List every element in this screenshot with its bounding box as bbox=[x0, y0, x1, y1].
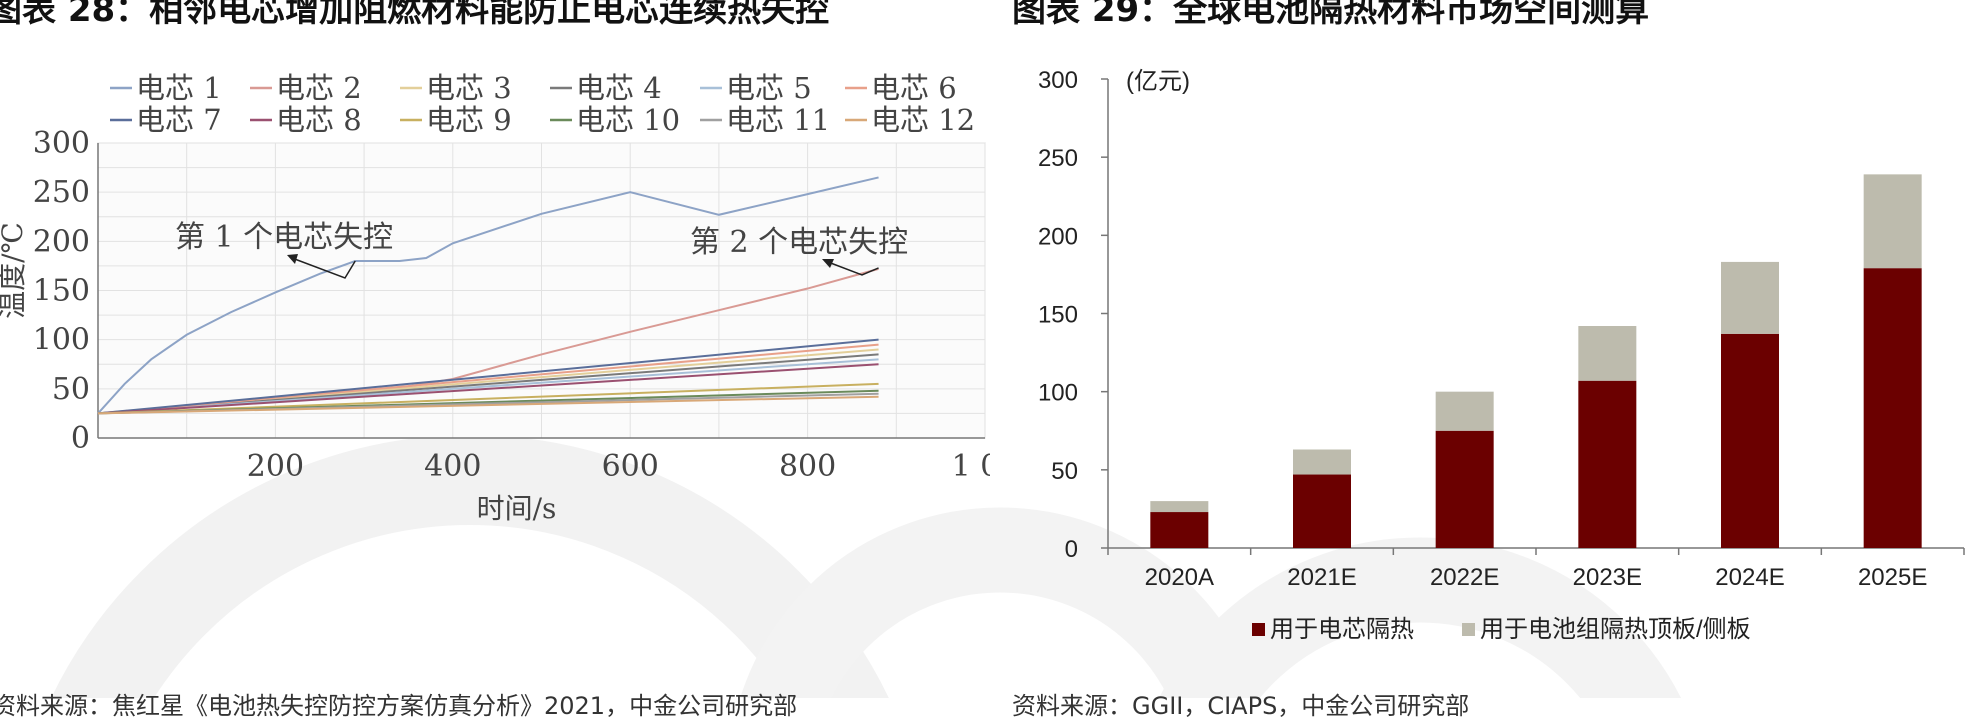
legend-label: 电芯 1 bbox=[136, 71, 222, 105]
bar-segment bbox=[1578, 326, 1637, 381]
y-tick-label: 50 bbox=[1051, 458, 1078, 485]
y-tick-label: 300 bbox=[33, 126, 90, 161]
x-tick-label: 1 00 bbox=[952, 449, 990, 484]
series-line bbox=[97, 338, 879, 415]
annotation-label: 第 2 个电芯失控 bbox=[690, 225, 908, 260]
watermark-logo bbox=[51, 435, 1681, 698]
left-figure-source: 资料来源：焦红星《电池热失控防控方案仿真分析》2021，中金公司研究部 bbox=[0, 692, 798, 720]
series-line bbox=[97, 382, 879, 415]
plot-grid bbox=[97, 142, 986, 439]
y-tick-label: 300 bbox=[1038, 67, 1078, 94]
y-tick-label: 250 bbox=[33, 175, 90, 210]
bar-segment bbox=[1578, 380, 1637, 548]
y-tick-label: 200 bbox=[1038, 223, 1078, 250]
line-legend: 电芯 1 电芯 2 电芯 3 电芯 4 电芯 5 电芯 6 电芯 7 电芯 8 电芯 9 电芯 1… bbox=[110, 71, 975, 137]
legend-label: 电芯 9 bbox=[426, 103, 512, 137]
bar-segment bbox=[1863, 268, 1922, 548]
series-line bbox=[97, 363, 879, 415]
series-line bbox=[97, 395, 879, 415]
x-tick-label: 800 bbox=[779, 449, 836, 484]
x-tick-label: 400 bbox=[424, 449, 481, 484]
annotation-arrowhead bbox=[822, 259, 834, 268]
annotation-pointer bbox=[827, 261, 879, 276]
legend-label: 电芯 4 bbox=[576, 71, 662, 105]
annotation-arrowhead bbox=[287, 254, 298, 264]
legend-label: 电芯 7 bbox=[136, 103, 222, 137]
right-figure-title: 图表 29：全球电池隔热材料市场空间测算 bbox=[1012, 0, 1650, 30]
y-tick-label: 150 bbox=[1038, 302, 1078, 329]
right-figure: 图表 29：全球电池隔热材料市场空间测算 0 50 100 150 200 250 300 2… bbox=[1000, 0, 1984, 720]
bar-segment bbox=[1435, 430, 1494, 548]
y-axis-title: 温度/℃ bbox=[0, 222, 29, 319]
legend-label: 电芯 10 bbox=[576, 103, 680, 137]
legend-label: 电芯 3 bbox=[426, 71, 512, 105]
y-tick-label: 200 bbox=[33, 224, 90, 259]
series-line bbox=[97, 176, 879, 415]
y-tick-label: 100 bbox=[33, 323, 90, 358]
x-tick-label: 2020A bbox=[1145, 564, 1214, 591]
legend-label: 电芯 6 bbox=[871, 71, 957, 105]
annotations: 第 1 个电芯失控 第 2 个电芯失控 bbox=[175, 220, 908, 279]
y-tick-label: 50 bbox=[52, 372, 90, 407]
y-tick-label: 150 bbox=[33, 274, 90, 309]
annotation-pointer bbox=[291, 257, 356, 279]
legend-label: 电芯 11 bbox=[726, 103, 830, 137]
legend-label: 电芯 12 bbox=[871, 103, 975, 137]
x-tick-label: 200 bbox=[247, 449, 304, 484]
legend-label: 电芯 2 bbox=[276, 71, 362, 105]
legend-swatch bbox=[1252, 623, 1265, 636]
bar-axes: 0 50 100 150 200 250 300 2020A 2021E 2022E 2023E 20… bbox=[1038, 67, 1965, 591]
legend-swatch bbox=[1462, 623, 1475, 636]
bar-segment bbox=[1721, 333, 1779, 548]
y-tick-label: 100 bbox=[1038, 380, 1078, 407]
series-lines bbox=[97, 176, 879, 415]
plot-axes: 0 50 100 150 200 250 300 200 400 600 800 1 00 时间/s 温度… bbox=[0, 126, 990, 525]
bar-segment bbox=[1150, 501, 1209, 513]
x-tick-label: 2021E bbox=[1287, 564, 1356, 591]
stacked-bar-chart: 0 50 100 150 200 250 300 2020A 2021E 2022E 2023E 20… bbox=[1038, 67, 1965, 643]
y-tick-label: 0 bbox=[1065, 536, 1078, 563]
bar-series bbox=[1150, 174, 1922, 548]
bar-segment bbox=[1863, 174, 1922, 269]
x-tick-label: 2023E bbox=[1573, 564, 1642, 591]
bar-segment bbox=[1721, 261, 1779, 334]
y-tick-label: 250 bbox=[1038, 145, 1078, 172]
legend-label: 用于电芯隔热 bbox=[1270, 616, 1414, 643]
x-tick-label: 2025E bbox=[1858, 564, 1927, 591]
right-figure-source: 资料来源：GGII，CIAPS，中金公司研究部 bbox=[1012, 692, 1470, 720]
bar-segment bbox=[1435, 391, 1494, 431]
x-tick-label: 2022E bbox=[1430, 564, 1499, 591]
temperature-line-chart: 电芯 1 电芯 2 电芯 3 电芯 4 电芯 5 电芯 6 电芯 7 电芯 8 电芯 9 电芯 1… bbox=[0, 71, 990, 525]
annotation-label: 第 1 个电芯失控 bbox=[175, 220, 393, 255]
unit-label: (亿元) bbox=[1126, 68, 1190, 95]
bar-segment bbox=[1293, 474, 1351, 548]
left-figure-title: 图表 28：相邻电芯增加阻燃材料能防止电芯连续热失控 bbox=[0, 0, 830, 30]
bar-legend: 用于电芯隔热 用于电池组隔热顶板/侧板 bbox=[1252, 616, 1751, 643]
bar-segment bbox=[1293, 449, 1351, 475]
legend-label: 电芯 5 bbox=[726, 71, 812, 105]
x-tick-label: 2024E bbox=[1715, 564, 1784, 591]
x-axis-title: 时间/s bbox=[477, 492, 557, 525]
x-tick-label: 600 bbox=[602, 449, 659, 484]
bar-segment bbox=[1150, 512, 1209, 548]
y-tick-label: 0 bbox=[71, 421, 90, 456]
legend-label: 电芯 8 bbox=[276, 103, 362, 137]
legend-label: 用于电池组隔热顶板/侧板 bbox=[1480, 616, 1751, 643]
